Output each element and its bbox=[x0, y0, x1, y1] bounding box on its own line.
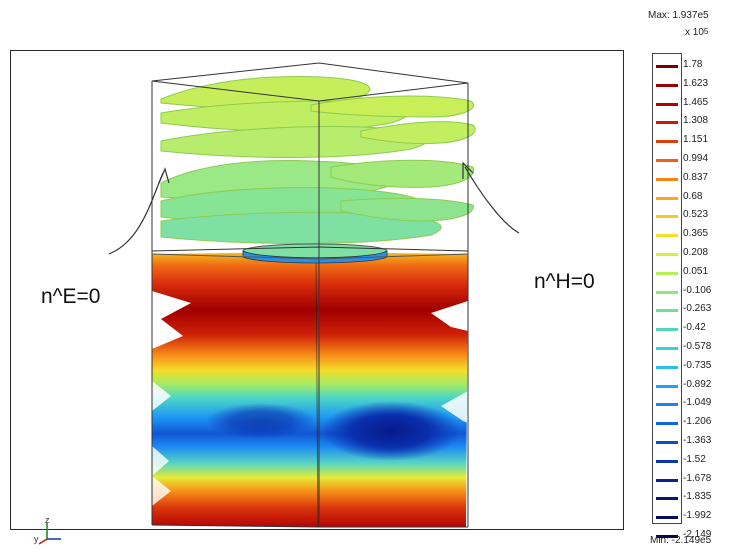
colorbar-level-swatch bbox=[656, 384, 678, 388]
colorbar-level-label: -2.149 bbox=[683, 529, 712, 540]
colorbar-level-swatch bbox=[656, 478, 678, 482]
colorbar-level-swatch bbox=[656, 140, 678, 144]
colorbar-level-label: 0.523 bbox=[683, 209, 709, 221]
left-arrowhead bbox=[158, 167, 170, 184]
colorbar-level-label: -0.892 bbox=[683, 378, 712, 390]
colorbar-level-swatch bbox=[656, 347, 678, 350]
colorbar-level-label: -1.206 bbox=[683, 416, 712, 428]
colorbar-level-label: 1.78 bbox=[683, 59, 703, 70]
colorbar-level-label: 0.837 bbox=[683, 171, 709, 183]
colorbar-level-label: -1.678 bbox=[683, 472, 712, 484]
colorbar-level-swatch bbox=[656, 121, 678, 125]
colorbar-level-swatch bbox=[656, 159, 678, 162]
colorbar-level-swatch bbox=[656, 290, 678, 294]
colorbar-min-label: Min: -2.149e5 bbox=[650, 535, 712, 546]
colorbar-level-label: -1.049 bbox=[683, 397, 712, 409]
colorbar-level-swatch bbox=[656, 365, 678, 369]
left-boundary-arrow bbox=[108, 172, 164, 255]
colorbar-level-label: 0.365 bbox=[683, 228, 709, 240]
upper-air-isosurfaces bbox=[160, 76, 476, 244]
field-contour-scene bbox=[108, 62, 520, 528]
colorbar-level-label: 0.208 bbox=[683, 247, 709, 258]
domain-box-edges bbox=[151, 62, 469, 528]
colorbar-level-swatch bbox=[656, 497, 678, 501]
colorbar-level-label: 0.68 bbox=[683, 190, 703, 202]
colorbar-level-label: -1.992 bbox=[683, 510, 712, 522]
colorbar-level-swatch bbox=[656, 102, 678, 106]
colorbar-legend: Max: 1.937e5 x 105 1.78 1.623 1.465 1.308 1.… bbox=[640, 0, 733, 550]
colorbar-level-swatch bbox=[656, 403, 678, 407]
colorbar-level-swatch bbox=[656, 309, 678, 313]
colorbar-level-swatch bbox=[656, 271, 678, 275]
colorbar-level-label: 1.623 bbox=[683, 77, 709, 89]
colorbar-level-swatch bbox=[656, 65, 678, 68]
colorbar-level-label: 1.151 bbox=[683, 134, 709, 146]
annotation-arrows bbox=[108, 161, 520, 255]
colorbar-scale: 1.78 1.623 1.465 1.308 1.151 0.994 0.837 0.68 0.… bbox=[652, 53, 711, 540]
colorbar-level-swatch bbox=[656, 422, 678, 426]
colorbar-level-label: 1.308 bbox=[683, 115, 709, 127]
colorbar-level-label: 0.994 bbox=[683, 153, 709, 164]
colorbar-level-swatch bbox=[656, 215, 678, 219]
plot-viewport[interactable]: n^E=0 n^H=0 z y bbox=[10, 50, 624, 545]
colorbar-multiplier-base: x 10 bbox=[685, 27, 704, 38]
colorbar-level-label: -0.106 bbox=[683, 284, 712, 296]
colorbar-level-swatch bbox=[656, 196, 678, 200]
colorbar-level-swatch bbox=[656, 441, 678, 444]
colorbar-level-swatch bbox=[656, 535, 678, 538]
colorbar-level-label: -0.735 bbox=[683, 359, 712, 371]
pmc-boundary-annotation: n^H=0 bbox=[534, 270, 595, 293]
colorbar-level-swatch bbox=[656, 459, 678, 463]
axis-y-label: y bbox=[34, 534, 39, 544]
colorbar-level-label: -0.42 bbox=[683, 322, 706, 334]
colorbar-level-label: -0.263 bbox=[683, 303, 712, 315]
colorbar-level-label: -1.363 bbox=[683, 435, 712, 446]
axis-triad-icon: z y bbox=[34, 517, 61, 545]
colorbar-level-label: -1.835 bbox=[683, 491, 712, 503]
colorbar-level-swatch bbox=[656, 516, 678, 520]
colorbar-level-label: 0.051 bbox=[683, 265, 709, 277]
colorbar-level-label: -1.52 bbox=[683, 453, 706, 465]
colorbar-level-swatch bbox=[656, 83, 678, 87]
pec-boundary-annotation: n^E=0 bbox=[41, 285, 101, 308]
right-arrowhead bbox=[462, 161, 474, 179]
colorbar-level-swatch bbox=[656, 253, 678, 256]
colorbar-multiplier-exponent: 5 bbox=[703, 27, 709, 36]
colorbar-level-swatch bbox=[656, 328, 678, 332]
axis-z-label: z bbox=[45, 517, 50, 525]
colorbar-level-swatch bbox=[656, 177, 678, 181]
colorbar-multiplier: x 105 bbox=[685, 27, 708, 38]
lower-dielectric-region bbox=[152, 252, 468, 528]
colorbar-level-swatch bbox=[656, 234, 678, 238]
colorbar-max-label: Max: 1.937e5 bbox=[648, 10, 709, 21]
colorbar-level-label: -0.578 bbox=[683, 341, 712, 352]
colorbar-level-label: 1.465 bbox=[683, 96, 709, 108]
right-boundary-arrow bbox=[464, 166, 520, 234]
